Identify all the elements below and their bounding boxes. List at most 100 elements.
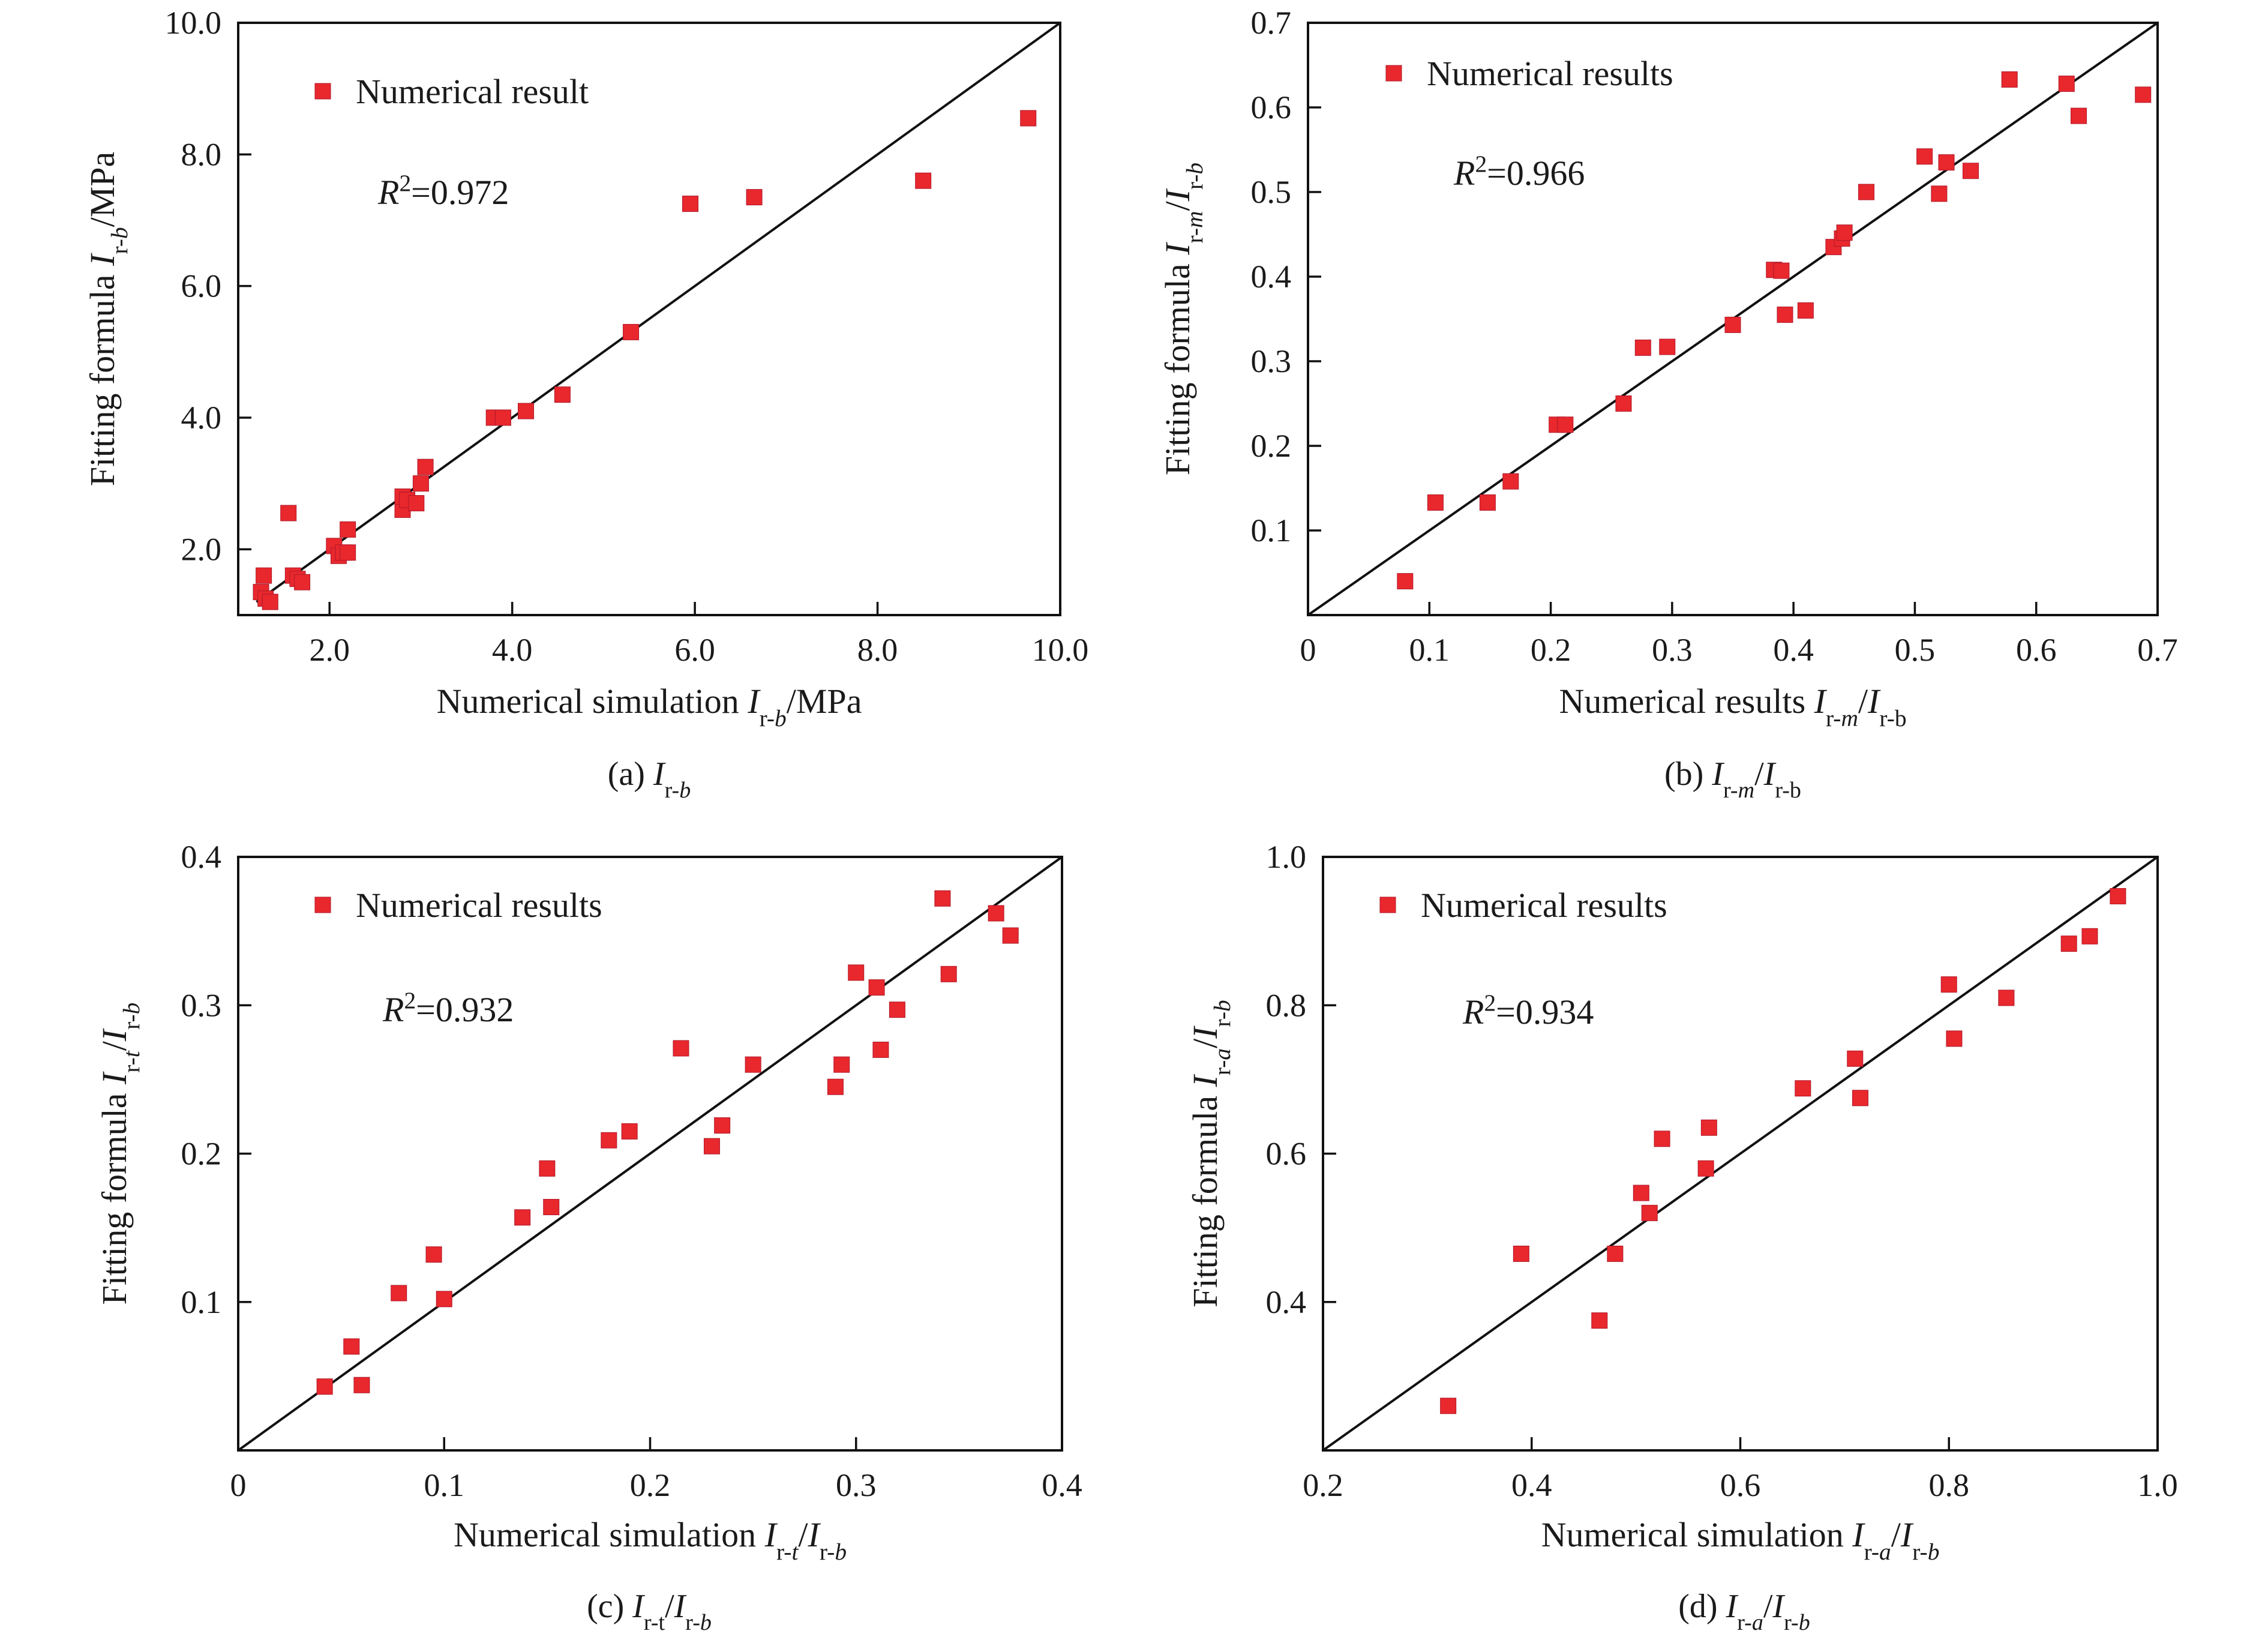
y-axis-label-part: I	[1186, 1074, 1225, 1087]
data-point	[703, 1138, 720, 1155]
data-point	[1962, 163, 1979, 179]
y-axis-label-part: I	[1158, 188, 1197, 202]
panel-caption-part: r-	[1784, 1610, 1799, 1635]
x-axis-label: Numerical results Ir-m/Ir-b	[1559, 682, 1906, 731]
r-squared-annotation: R2=0.966	[1453, 151, 1585, 193]
y-axis-label-part: r-	[106, 239, 133, 254]
panel-caption-part: I	[653, 755, 666, 793]
r-squared-exponent: 2	[404, 987, 416, 1014]
y-axis-label-part: /	[1158, 201, 1197, 211]
data-point	[417, 458, 434, 475]
data-point	[1700, 1119, 1717, 1136]
plot-frame	[1307, 22, 2159, 616]
y-tick-label: 0.4	[181, 839, 222, 875]
r-squared-exponent: 2	[399, 170, 411, 196]
r-squared-annotation: R2=0.972	[377, 170, 509, 212]
data-point	[340, 521, 356, 538]
panel-caption-part: I	[1763, 755, 1777, 793]
y-tick-label: 6.0	[181, 268, 222, 304]
data-point	[1615, 395, 1632, 412]
data-point	[2001, 71, 2018, 88]
data-point	[2060, 936, 2077, 952]
data-point	[280, 505, 297, 521]
panel-caption-part: I	[632, 1588, 645, 1625]
x-axis-label-part: Numerical simulation	[454, 1515, 765, 1554]
data-point	[2081, 928, 2098, 945]
data-point	[408, 495, 425, 512]
x-axis-label-part: r-	[776, 1539, 791, 1565]
panel-caption-part: r-	[1723, 778, 1738, 803]
x-axis-label-part: a	[1879, 1539, 1891, 1565]
panel-caption-part: /	[1763, 1588, 1773, 1625]
panel-caption-part: b	[1799, 1610, 1810, 1635]
legend-marker	[1379, 897, 1396, 913]
data-point	[1940, 976, 1957, 993]
data-point	[494, 409, 511, 426]
y-tick-label: 0.4	[1266, 1284, 1307, 1320]
y-tick-label: 4.0	[181, 400, 222, 436]
data-point	[1777, 306, 1793, 323]
y-axis-label: Fitting formula Ir-t/Ir-b	[95, 1003, 145, 1305]
y-tick-label: 0.8	[1266, 987, 1307, 1023]
y-tick-label: 1.0	[1266, 839, 1307, 875]
data-point	[889, 1002, 905, 1018]
data-point	[1795, 1080, 1811, 1097]
data-point	[1659, 338, 1676, 355]
data-point	[262, 593, 278, 610]
data-point	[934, 890, 951, 907]
x-axis-label-part: /	[1858, 682, 1868, 721]
legend-label: Numerical result	[356, 72, 589, 111]
x-axis-label-part: /MPa	[787, 682, 862, 721]
data-point	[412, 475, 429, 492]
x-tick-label: 0.2	[1531, 632, 1571, 668]
x-tick-label: 2.0	[309, 632, 350, 668]
data-point	[1397, 573, 1414, 590]
y-tick-label: 8.0	[181, 136, 222, 172]
r-squared-annotation: R2=0.934	[1462, 990, 1594, 1032]
panel-caption-part: b	[679, 778, 691, 803]
y-axis-label-part: /MPa	[83, 152, 122, 227]
data-point	[827, 1078, 844, 1095]
y-axis-label: Fitting formula Ir-m/Ir-b	[1158, 163, 1208, 475]
data-point	[1852, 1090, 1868, 1107]
x-axis-label-part: /	[798, 1515, 808, 1554]
data-point	[1858, 184, 1875, 200]
y-axis-label-part: I	[95, 1071, 134, 1085]
chart-panel-a: 2.0 4.0 6.0 8.0 10.0 2.0 4.0 6.0 8.0 10.0 Numerica…	[83, 5, 1088, 803]
y-axis-label-part: b	[106, 227, 133, 239]
data-point	[1847, 1050, 1864, 1067]
data-point	[1591, 1312, 1608, 1329]
x-tick-label: 0.5	[1895, 632, 1936, 668]
chart-panel-b: 0 0.1 0.2 0.3 0.4 0.5 0.6 0.7 0.1 0.2 0.3 0.4 0.5 0.6…	[1158, 5, 2178, 803]
reference-line-y-equals-x	[256, 22, 1061, 603]
data-point	[1427, 494, 1444, 511]
x-axis-label: Numerical simulation Ir-a/Ir-b	[1541, 1515, 1940, 1565]
panel-caption-part: m	[1738, 778, 1755, 803]
x-axis-label-part: t	[791, 1539, 799, 1565]
y-tick-label: 0.6	[1251, 89, 1292, 125]
y-tick-label: 0.2	[1251, 428, 1292, 464]
panel-caption: (a) Ir-b	[608, 755, 691, 803]
y-axis-label-part: a	[1209, 1048, 1235, 1060]
r-squared-value: =0.934	[1496, 993, 1594, 1032]
reference-line-y-equals-x	[1322, 856, 2159, 1452]
x-tick-label: 0.2	[630, 1467, 671, 1503]
data-point	[294, 574, 311, 590]
data-point	[1020, 110, 1037, 127]
legend-label: Numerical results	[1427, 54, 1673, 93]
x-tick-label: 0.7	[2137, 632, 2178, 668]
x-axis-label-part: r-	[1912, 1539, 1927, 1565]
panel-caption-part: (d)	[1678, 1588, 1726, 1625]
x-tick-label: 0.1	[1409, 632, 1450, 668]
data-point	[682, 196, 698, 212]
data-point	[1607, 1245, 1624, 1262]
x-tick-label: 0.3	[1652, 632, 1693, 668]
y-axis-label-part: r-	[1181, 228, 1208, 243]
x-axis-label-part: I	[1814, 682, 1828, 721]
r-squared-symbol: R	[377, 173, 399, 212]
data-point	[746, 189, 763, 206]
plot-frame	[237, 22, 1061, 616]
y-axis-label-part: t	[118, 1050, 145, 1057]
y-axis-label-part: r-	[118, 1057, 145, 1072]
